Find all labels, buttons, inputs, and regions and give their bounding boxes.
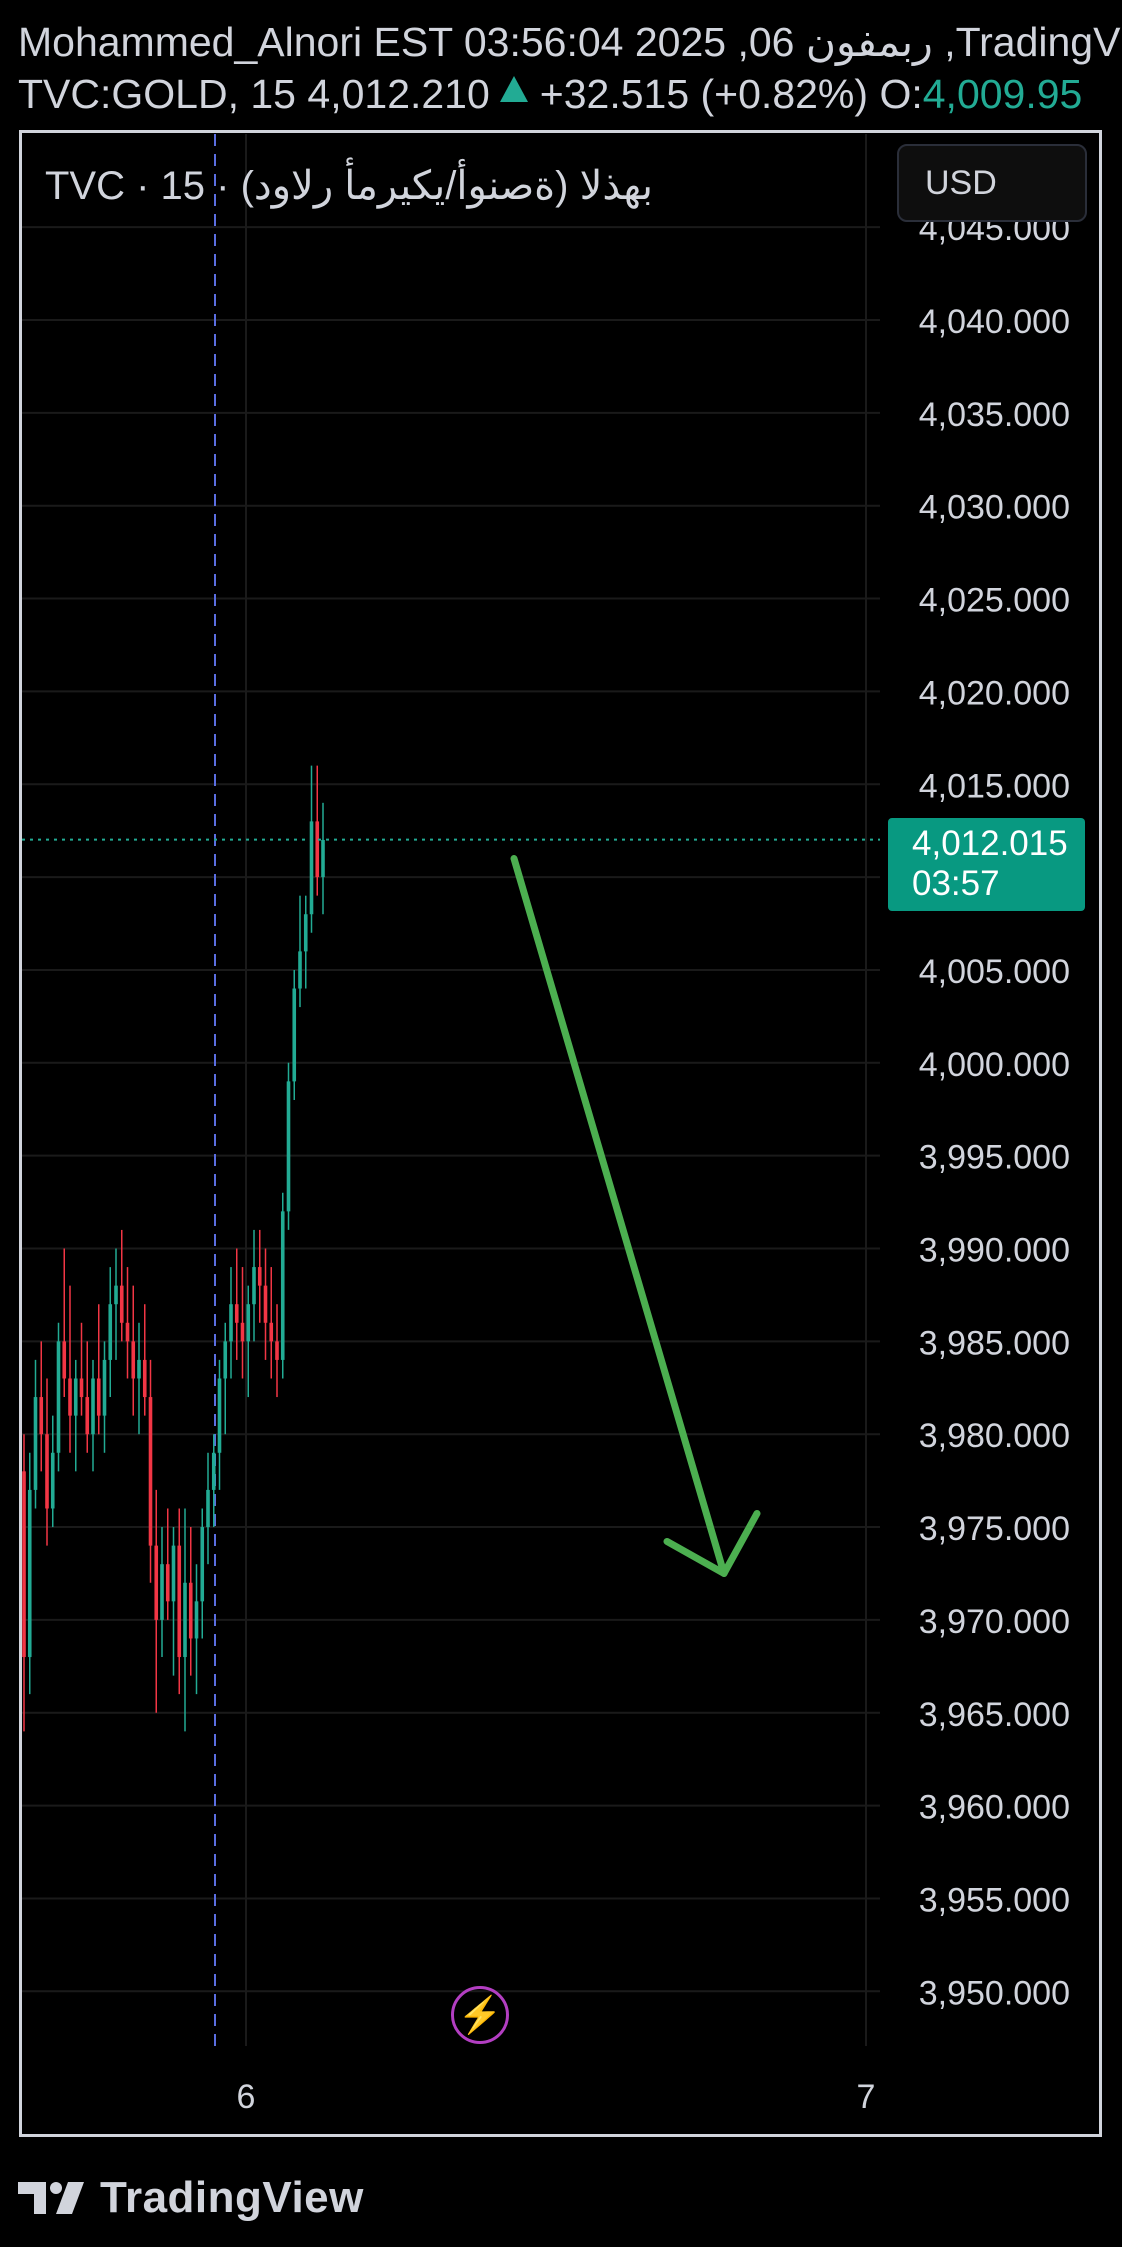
candle-body bbox=[108, 1304, 113, 1360]
x-tick-label: 6 bbox=[237, 2078, 256, 2116]
y-tick-label: 3,990.000 bbox=[919, 1232, 1070, 1270]
candle-body bbox=[252, 1267, 256, 1305]
candle-body bbox=[142, 1359, 147, 1398]
candle-body bbox=[275, 1341, 279, 1360]
y-tick-label: 3,975.000 bbox=[919, 1510, 1070, 1548]
candle-body bbox=[298, 951, 302, 989]
y-tick-label: 3,955.000 bbox=[919, 1881, 1070, 1919]
candle-body bbox=[102, 1359, 107, 1416]
y-tick-label: 3,985.000 bbox=[919, 1324, 1070, 1362]
candle-body bbox=[229, 1304, 233, 1342]
candle-body bbox=[39, 1397, 44, 1435]
candle-body bbox=[263, 1285, 268, 1323]
current-price-tag: 4,012.015 03:57 bbox=[888, 818, 1085, 911]
candle-body bbox=[309, 821, 314, 915]
candle-body bbox=[125, 1322, 130, 1342]
y-tick-label: 3,950.000 bbox=[919, 1974, 1070, 2012]
candle-body bbox=[45, 1434, 49, 1509]
y-tick-label: 4,040.000 bbox=[919, 303, 1070, 341]
candle-body bbox=[240, 1322, 245, 1342]
open-label: O: bbox=[879, 71, 923, 117]
candle-body bbox=[114, 1285, 118, 1305]
candle-body bbox=[50, 1452, 55, 1509]
candle-body bbox=[246, 1304, 251, 1342]
candle-body bbox=[188, 1582, 193, 1639]
candle-body bbox=[211, 1452, 216, 1490]
candle-body bbox=[200, 1527, 205, 1602]
candle-body bbox=[257, 1267, 262, 1286]
brand-name: TradingView bbox=[100, 2173, 364, 2222]
candle-body bbox=[68, 1378, 72, 1416]
candle-body bbox=[22, 1471, 26, 1658]
candle-body bbox=[85, 1397, 90, 1435]
symbol-label: TVC:GOLD, 15 bbox=[18, 71, 296, 117]
candle-body bbox=[223, 1341, 228, 1379]
candle-body bbox=[292, 988, 297, 1082]
candle-body bbox=[96, 1378, 101, 1416]
candle-body bbox=[56, 1341, 61, 1453]
candle-body bbox=[73, 1378, 78, 1416]
candle-body bbox=[33, 1397, 38, 1490]
bar-countdown: 03:57 bbox=[912, 864, 1000, 903]
last-price: 4,012.210 bbox=[307, 71, 490, 117]
candle-body bbox=[183, 1582, 187, 1658]
lightning-bolt-icon[interactable]: ⚡ bbox=[451, 1986, 509, 2044]
y-tick-label: 3,970.000 bbox=[919, 1603, 1070, 1641]
trend-arrow-head bbox=[663, 1509, 761, 1577]
y-tick-label: 4,000.000 bbox=[919, 1046, 1070, 1084]
tradingview-logo-icon bbox=[18, 2182, 84, 2214]
currency-button[interactable]: USD bbox=[897, 144, 1087, 222]
candle-body bbox=[165, 1564, 170, 1602]
y-tick-label: 3,960.000 bbox=[919, 1789, 1070, 1827]
y-tick-label: 3,965.000 bbox=[919, 1696, 1070, 1734]
candle-body bbox=[177, 1545, 182, 1658]
candle-body bbox=[79, 1378, 84, 1398]
up-triangle-icon bbox=[499, 76, 528, 103]
series-legend: TVC · 15 · (ةصنوأ/يكيرمأ رلاود) بهذلا bbox=[45, 164, 653, 208]
candle-body bbox=[303, 914, 308, 952]
price-change: +32.515 (+0.82%) bbox=[539, 71, 869, 117]
candle-body bbox=[160, 1564, 164, 1620]
symbol-quote-line: TVC:GOLD, 15 4,012.210 +32.515 (+0.82%) O… bbox=[18, 70, 1082, 118]
candle-body bbox=[315, 821, 320, 878]
current-price-value: 4,012.015 bbox=[912, 824, 1068, 863]
candle-body bbox=[154, 1545, 159, 1620]
candle-body bbox=[194, 1601, 199, 1639]
snapshot-info-line: Mohammed_Alnori EST 03:56:04 2025 ,06 رب… bbox=[18, 19, 1122, 65]
candle-body bbox=[280, 1211, 285, 1360]
candle-body bbox=[137, 1359, 141, 1379]
candle-body bbox=[91, 1378, 95, 1435]
chart-header: Mohammed_Alnori EST 03:56:04 2025 ,06 رب… bbox=[0, 0, 1122, 120]
x-tick-label: 7 bbox=[857, 2078, 876, 2116]
y-tick-label: 3,980.000 bbox=[919, 1417, 1070, 1455]
y-tick-label: 3,995.000 bbox=[919, 1139, 1070, 1177]
tradingview-logo: TradingView bbox=[18, 2168, 364, 2228]
candle-body bbox=[206, 1489, 210, 1528]
candle-body bbox=[131, 1341, 136, 1379]
candle-body bbox=[321, 839, 325, 878]
y-tick-label: 4,020.000 bbox=[919, 674, 1070, 712]
y-tick-label: 4,035.000 bbox=[919, 396, 1070, 434]
trend-arrow-shaft bbox=[510, 855, 728, 1577]
y-tick-label: 4,030.000 bbox=[919, 489, 1070, 527]
y-tick-label: 4,015.000 bbox=[919, 767, 1070, 805]
candle-body bbox=[171, 1545, 176, 1602]
candle-body bbox=[217, 1378, 222, 1453]
y-tick-label: 4,025.000 bbox=[919, 582, 1070, 620]
candle-body bbox=[119, 1285, 124, 1323]
candle-body bbox=[62, 1341, 67, 1379]
y-tick-label: 4,005.000 bbox=[919, 953, 1070, 991]
chart-frame[interactable] bbox=[19, 130, 1102, 2137]
candle-body bbox=[148, 1397, 153, 1546]
candle-body bbox=[27, 1489, 32, 1658]
open-value: 4,009.95 bbox=[922, 71, 1083, 117]
candle-body bbox=[234, 1304, 239, 1323]
candle-body bbox=[286, 1081, 291, 1212]
candle-body bbox=[269, 1322, 274, 1342]
